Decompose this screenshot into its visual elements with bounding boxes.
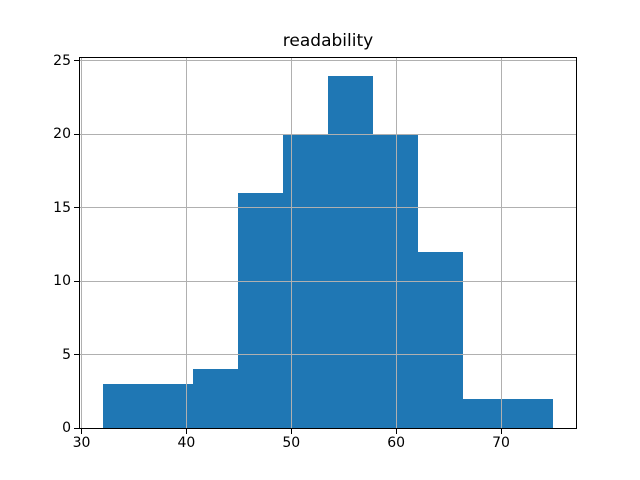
x-tick-label: 40 [177,435,196,451]
y-gridline [80,133,576,135]
histogram-bar [237,193,283,428]
y-gridline [80,207,576,209]
chart-title: readability [282,31,374,51]
histogram-bar [328,75,374,428]
y-gridline [80,427,576,428]
x-gridline [290,58,292,428]
x-tick-mark [81,429,83,434]
y-tick-label: 5 [62,346,71,363]
x-tick-label: 70 [492,435,510,451]
y-tick-mark [74,60,79,62]
histogram-bar [508,398,554,428]
plot-area [79,57,577,429]
x-tick-label: 50 [282,435,301,451]
x-tick-mark [290,429,292,434]
histogram-bar [192,369,238,428]
y-gridline [80,354,576,356]
histogram-bar [418,251,464,428]
x-tick-label: 60 [387,435,406,451]
y-tick-mark [74,280,79,282]
y-tick-label: 15 [53,199,71,216]
x-tick-mark [185,429,187,434]
x-tick-label: 30 [72,435,91,451]
x-gridline [185,58,187,428]
y-tick-mark [74,207,79,209]
y-gridline [80,60,576,62]
y-tick-label: 10 [53,273,71,290]
x-gridline [81,58,83,428]
x-gridline [500,58,502,428]
histogram-bar [463,398,509,428]
x-gridline [395,58,397,428]
y-tick-label: 25 [53,52,71,69]
histogram-bar [147,383,193,428]
y-tick-label: 0 [62,420,71,436]
x-tick-mark [500,429,502,434]
histogram-bar [102,383,148,428]
y-tick-mark [74,427,79,429]
y-tick-mark [74,133,79,135]
y-gridline [80,280,576,282]
y-tick-label: 20 [53,126,71,143]
y-tick-mark [74,354,79,356]
x-tick-mark [395,429,397,434]
